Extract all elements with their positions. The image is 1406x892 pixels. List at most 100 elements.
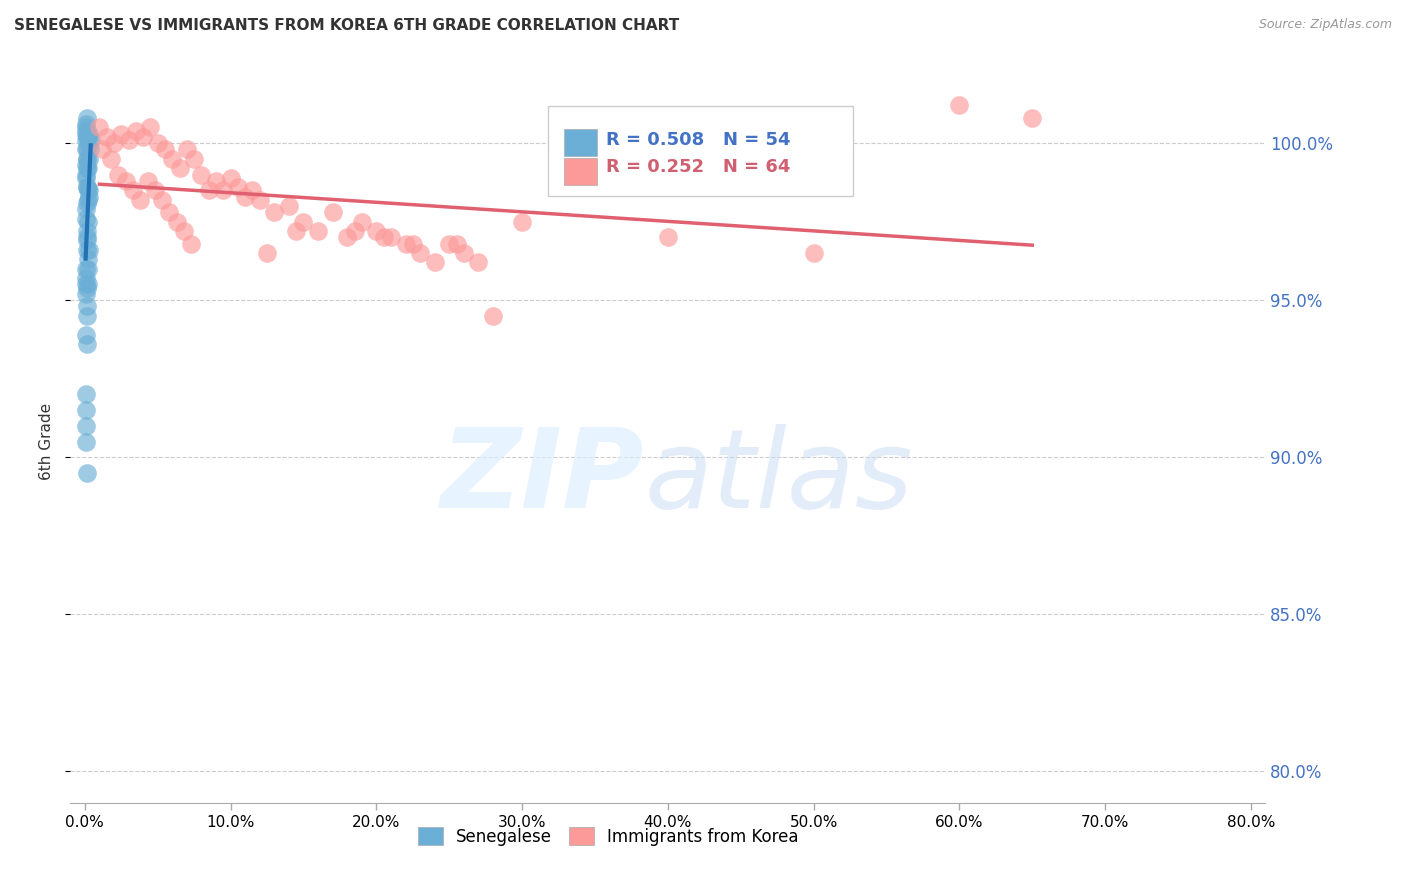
Point — [249, 193, 271, 207]
Point — [197, 183, 219, 197]
Point — [176, 142, 198, 156]
Point — [132, 129, 155, 144]
Text: SENEGALESE VS IMMIGRANTS FROM KOREA 6TH GRADE CORRELATION CHART: SENEGALESE VS IMMIGRANTS FROM KOREA 6TH … — [14, 18, 679, 33]
Y-axis label: 6th Grade: 6th Grade — [39, 403, 55, 480]
Point — [219, 170, 242, 185]
Point — [153, 142, 176, 156]
Point — [76, 224, 98, 238]
Point — [157, 205, 180, 219]
Point — [76, 300, 98, 314]
Point — [277, 199, 299, 213]
Point — [343, 224, 366, 238]
Point — [76, 252, 98, 267]
Legend: Senegalese, Immigrants from Korea: Senegalese, Immigrants from Korea — [411, 821, 806, 852]
Point — [75, 168, 97, 182]
Point — [409, 246, 432, 260]
Point — [75, 170, 97, 185]
Point — [76, 180, 98, 194]
Point — [657, 230, 679, 244]
Point — [91, 142, 114, 156]
Point — [292, 214, 315, 228]
Point — [143, 183, 166, 197]
Point — [76, 309, 98, 323]
Point — [242, 183, 264, 197]
Point — [446, 236, 468, 251]
Point — [75, 277, 97, 292]
Point — [467, 255, 489, 269]
Point — [77, 243, 100, 257]
Point — [76, 230, 98, 244]
Point — [75, 158, 97, 172]
Point — [77, 133, 100, 147]
Point — [129, 193, 152, 207]
Point — [76, 243, 98, 257]
Point — [803, 246, 825, 260]
Text: R = 0.252   N = 64: R = 0.252 N = 64 — [606, 158, 790, 177]
Point — [75, 133, 97, 147]
Point — [380, 230, 402, 244]
Text: ZIP: ZIP — [440, 425, 644, 531]
Point — [76, 280, 98, 294]
Point — [76, 466, 98, 480]
Point — [263, 205, 285, 219]
Point — [350, 214, 373, 228]
Point — [183, 152, 205, 166]
Point — [173, 224, 195, 238]
Point — [233, 189, 256, 203]
Point — [75, 142, 97, 156]
Point — [96, 129, 118, 144]
Point — [76, 234, 98, 248]
Point — [76, 183, 98, 197]
Point — [75, 117, 97, 131]
Point — [1021, 111, 1043, 125]
Point — [76, 195, 98, 210]
Point — [75, 202, 97, 216]
Point — [77, 189, 100, 203]
Point — [212, 183, 235, 197]
Point — [76, 152, 98, 166]
Point — [75, 387, 97, 401]
Point — [75, 403, 97, 417]
Point — [75, 211, 97, 226]
Point — [77, 193, 100, 207]
Point — [169, 161, 191, 176]
Point — [80, 133, 103, 147]
Point — [146, 136, 169, 150]
Point — [75, 434, 97, 449]
Point — [139, 120, 162, 135]
Point — [180, 236, 202, 251]
Point — [190, 168, 212, 182]
Point — [77, 161, 100, 176]
Point — [76, 152, 98, 166]
Point — [75, 127, 97, 141]
Point — [89, 120, 111, 135]
Point — [322, 205, 344, 219]
Point — [394, 236, 416, 251]
Point — [583, 161, 606, 176]
Point — [76, 129, 98, 144]
Point — [285, 224, 308, 238]
Point — [256, 246, 278, 260]
Point — [76, 261, 98, 276]
Point — [373, 230, 395, 244]
Point — [75, 271, 97, 285]
Point — [76, 214, 98, 228]
Point — [402, 236, 425, 251]
FancyBboxPatch shape — [548, 105, 853, 196]
FancyBboxPatch shape — [564, 158, 598, 185]
Point — [482, 309, 505, 323]
Text: R = 0.508   N = 54: R = 0.508 N = 54 — [606, 131, 790, 149]
Point — [423, 255, 446, 269]
Text: Source: ZipAtlas.com: Source: ZipAtlas.com — [1258, 18, 1392, 31]
Point — [103, 136, 125, 150]
Point — [336, 230, 359, 244]
Point — [76, 337, 98, 351]
Point — [136, 174, 159, 188]
Point — [75, 123, 97, 137]
Point — [226, 180, 249, 194]
Point — [75, 261, 97, 276]
Text: atlas: atlas — [644, 425, 912, 531]
Point — [75, 418, 97, 433]
Point — [366, 224, 388, 238]
Point — [77, 127, 100, 141]
